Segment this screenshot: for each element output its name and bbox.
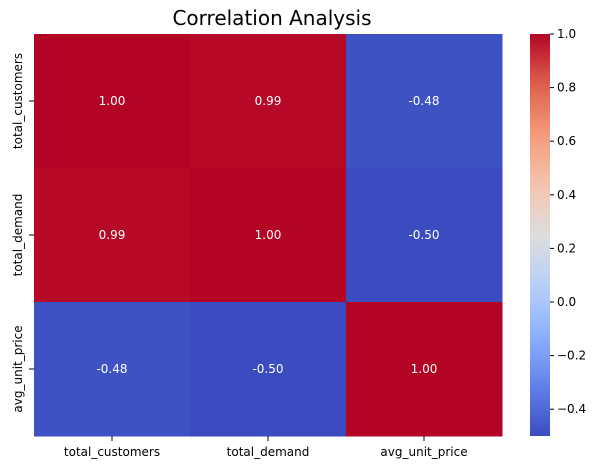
colorbar-gradient: [530, 34, 550, 436]
cell-value-label-2-2: 1.00: [411, 362, 438, 376]
heatmap-cells: 1.00 0.99 -0.48 0.99 1.00 -0.50 -0.48 -0.50 1.00: [34, 34, 503, 437]
x-axis: total_customers total_demand avg_unit_pric…: [64, 436, 468, 459]
heatmap-cell-1-2: [346, 168, 503, 303]
colorbar-tick-label-4: 0.4: [557, 188, 576, 202]
colorbar-tick-label-3: 0.2: [557, 241, 576, 255]
heatmap-cell-1-0: [34, 168, 191, 303]
colorbar-tick-label-0: −0.4: [557, 402, 586, 416]
y-tick-label-2: avg_unit_price: [11, 325, 25, 412]
colorbar-tick-label-5: 0.6: [557, 134, 576, 148]
heatmap-cell-2-1: [190, 302, 347, 437]
colorbar: −0.4 −0.2 0.0 0.2 0.4 0.6 0.8 1.0: [530, 27, 586, 436]
heatmap-cell-2-2: [346, 302, 503, 437]
heatmap-cell-2-0: [34, 302, 191, 437]
y-tick-label-1: total_demand: [11, 194, 25, 277]
heatmap-cell-0-0: [34, 34, 191, 169]
cell-value-label-0-2: -0.48: [408, 94, 439, 108]
heatmap-cell-0-2: [346, 34, 503, 169]
x-tick-label-2: avg_unit_price: [380, 445, 467, 459]
y-axis: total_customers total_demand avg_unit_pric…: [11, 53, 34, 413]
colorbar-tick-label-7: 1.0: [557, 27, 576, 41]
colorbar-tick-label-6: 0.8: [557, 81, 576, 95]
x-tick-label-1: total_demand: [227, 445, 310, 459]
heatmap-cell-0-1: [190, 34, 347, 169]
chart-title: Correlation Analysis: [172, 6, 371, 30]
y-tick-label-0: total_customers: [11, 53, 25, 149]
cell-value-label-1-0: 0.99: [99, 228, 126, 242]
cell-value-label-1-1: 1.00: [255, 228, 282, 242]
cell-value-label-0-0: 1.00: [99, 94, 126, 108]
cell-value-label-2-1: -0.50: [252, 362, 283, 376]
cell-value-label-2-0: -0.48: [96, 362, 127, 376]
colorbar-tick-label-2: 0.0: [557, 295, 576, 309]
colorbar-tick-label-1: −0.2: [557, 349, 586, 363]
heatmap-cell-1-1: [190, 168, 347, 303]
cell-value-label-1-2: -0.50: [408, 228, 439, 242]
x-tick-label-0: total_customers: [64, 445, 160, 459]
cell-value-label-0-1: 0.99: [255, 94, 282, 108]
